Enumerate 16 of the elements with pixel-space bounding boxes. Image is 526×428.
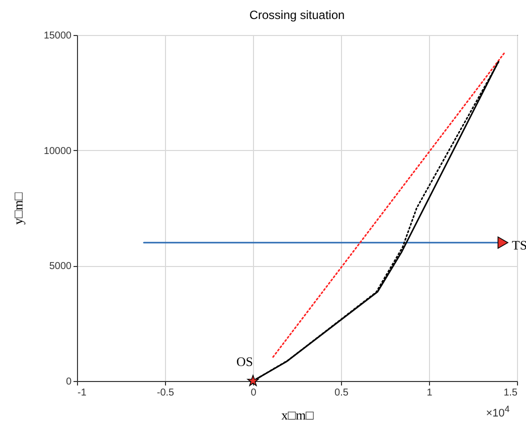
x-tick-label: 1 bbox=[426, 388, 433, 398]
x-tick-label: 1.5 bbox=[504, 388, 518, 398]
y-tick-label: 0 bbox=[66, 376, 72, 388]
y-tick-label: 15000 bbox=[44, 30, 72, 42]
text: ×10$^{4}$ bbox=[486, 404, 510, 420]
x-tick-label: 0.5 bbox=[334, 388, 349, 398]
y-tick-label: 5000 bbox=[49, 261, 72, 272]
series-label: OS bbox=[236, 354, 253, 369]
y-tick-label: 10000 bbox=[44, 146, 72, 157]
x-axis-title: x□m□ bbox=[281, 408, 314, 422]
series-label: TS bbox=[512, 238, 526, 253]
chart-title: Crossing situation bbox=[249, 8, 345, 22]
x-tick-label: 0 bbox=[250, 388, 257, 398]
x-tick-label: -0.5 bbox=[156, 388, 175, 398]
x-tick-label: -1 bbox=[78, 388, 87, 398]
y-axis-title: y□m□ bbox=[10, 192, 26, 225]
